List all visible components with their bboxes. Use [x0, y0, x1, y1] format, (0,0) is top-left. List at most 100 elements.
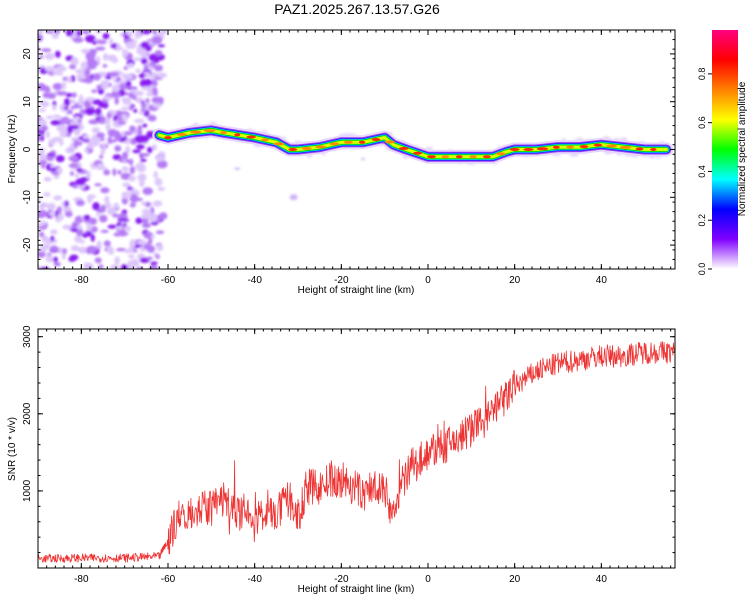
noise-blob — [147, 245, 155, 253]
noise-blob — [122, 49, 129, 58]
noise-blob — [99, 214, 108, 223]
spectrogram-ridge-peak — [650, 148, 657, 151]
noise-blob — [40, 220, 47, 226]
noise-blob — [77, 246, 89, 254]
noise-blob — [125, 145, 131, 154]
noise-blob — [129, 88, 137, 93]
noise-blob — [115, 226, 124, 231]
noise-blob — [103, 240, 111, 247]
noise-blob — [54, 50, 61, 58]
noise-blob — [121, 166, 129, 172]
noise-blob — [53, 174, 60, 179]
noise-blob — [135, 68, 141, 73]
noise-blob — [45, 89, 51, 93]
colorbar-label: Normalized spectral amplitude — [737, 81, 748, 216]
noise-blob — [53, 256, 58, 263]
noise-blob — [122, 182, 131, 188]
noise-blob — [44, 66, 55, 72]
noise-blob — [65, 92, 73, 98]
noise-blob — [38, 250, 46, 258]
noise-blob — [147, 146, 153, 154]
noise-blob — [96, 132, 105, 138]
noise-blob — [61, 81, 67, 90]
spectrogram-ridge-peak — [234, 133, 241, 137]
noise-blob — [73, 116, 81, 121]
noise-blob — [125, 41, 137, 50]
noise-blob — [152, 103, 162, 108]
noise-blob — [141, 57, 148, 65]
snr-x-label: Height of straight line (km) — [298, 584, 415, 595]
spectrogram-ridge-peak — [343, 140, 353, 144]
noise-blob — [154, 178, 163, 187]
noise-blob — [74, 215, 84, 224]
noise-blob — [52, 114, 62, 119]
noise-blob — [92, 202, 100, 211]
spectrogram-ridge-peak — [203, 129, 216, 133]
noise-blob — [141, 222, 151, 228]
noise-blob — [112, 92, 121, 98]
noise-blob — [51, 33, 59, 39]
noise-blob — [83, 214, 91, 221]
noise-blob — [107, 248, 115, 255]
noise-blob — [156, 160, 168, 169]
noise-blob — [135, 162, 145, 171]
noise-blob — [49, 210, 56, 217]
noise-blob — [94, 244, 103, 248]
noise-blob — [148, 236, 153, 245]
noise-blob — [72, 37, 84, 43]
spectrogram-ridge-peak — [566, 145, 575, 149]
noise-blob — [39, 100, 50, 108]
spectrogram-ridge-peak — [398, 147, 409, 150]
noise-blob — [156, 72, 168, 78]
noise-blob — [109, 38, 114, 46]
noise-blob — [136, 144, 145, 150]
noise-blob — [138, 73, 146, 79]
noise-blob — [91, 127, 101, 134]
noise-blob — [119, 228, 126, 237]
noise-blob — [84, 186, 90, 190]
spectrogram-ridge-peak — [358, 140, 366, 144]
noise-blob — [112, 168, 117, 177]
noise-blob — [101, 142, 106, 149]
noise-blob — [38, 204, 45, 210]
noise-blob — [72, 184, 79, 189]
spectrogram-ridge-peak — [261, 138, 269, 142]
noise-blob — [88, 119, 100, 125]
noise-blob — [103, 95, 113, 101]
colorbar-tick-label: 0.4 — [697, 165, 707, 178]
noise-blob — [49, 167, 57, 172]
noise-blob — [140, 158, 147, 163]
noise-blob — [77, 98, 85, 107]
noise-blob — [112, 130, 121, 136]
noise-blob — [85, 52, 92, 57]
noise-blob — [85, 262, 94, 269]
spectrogram-ridge-peak — [427, 155, 436, 159]
noise-blob — [141, 201, 147, 206]
noise-blob — [96, 240, 102, 245]
noise-blob — [44, 52, 55, 60]
noise-blob — [96, 56, 101, 63]
noise-blob — [143, 233, 150, 237]
noise-blob — [50, 229, 58, 235]
spectrogram-ridge-peak — [552, 145, 560, 149]
noise-blob — [71, 137, 81, 142]
snr-x-tick-label: -60 — [161, 574, 176, 585]
noise-blob — [116, 43, 121, 50]
noise-blob — [43, 176, 52, 182]
spectrogram-x-label: Height of straight line (km) — [298, 285, 415, 296]
noise-blob — [105, 123, 111, 131]
noise-blob — [155, 230, 165, 235]
noise-blob — [123, 66, 128, 70]
snr-y-tick-label: 2000 — [22, 402, 33, 425]
noise-blob — [151, 144, 157, 151]
noise-blob — [133, 90, 145, 96]
noise-blob — [141, 86, 151, 91]
noise-blob — [80, 48, 91, 54]
noise-blob — [152, 87, 158, 95]
noise-blob — [153, 56, 164, 61]
noise-blob — [113, 232, 122, 237]
snr-x-tick-label: 0 — [425, 574, 431, 585]
noise-blob — [138, 110, 144, 115]
noise-blob — [100, 229, 109, 233]
